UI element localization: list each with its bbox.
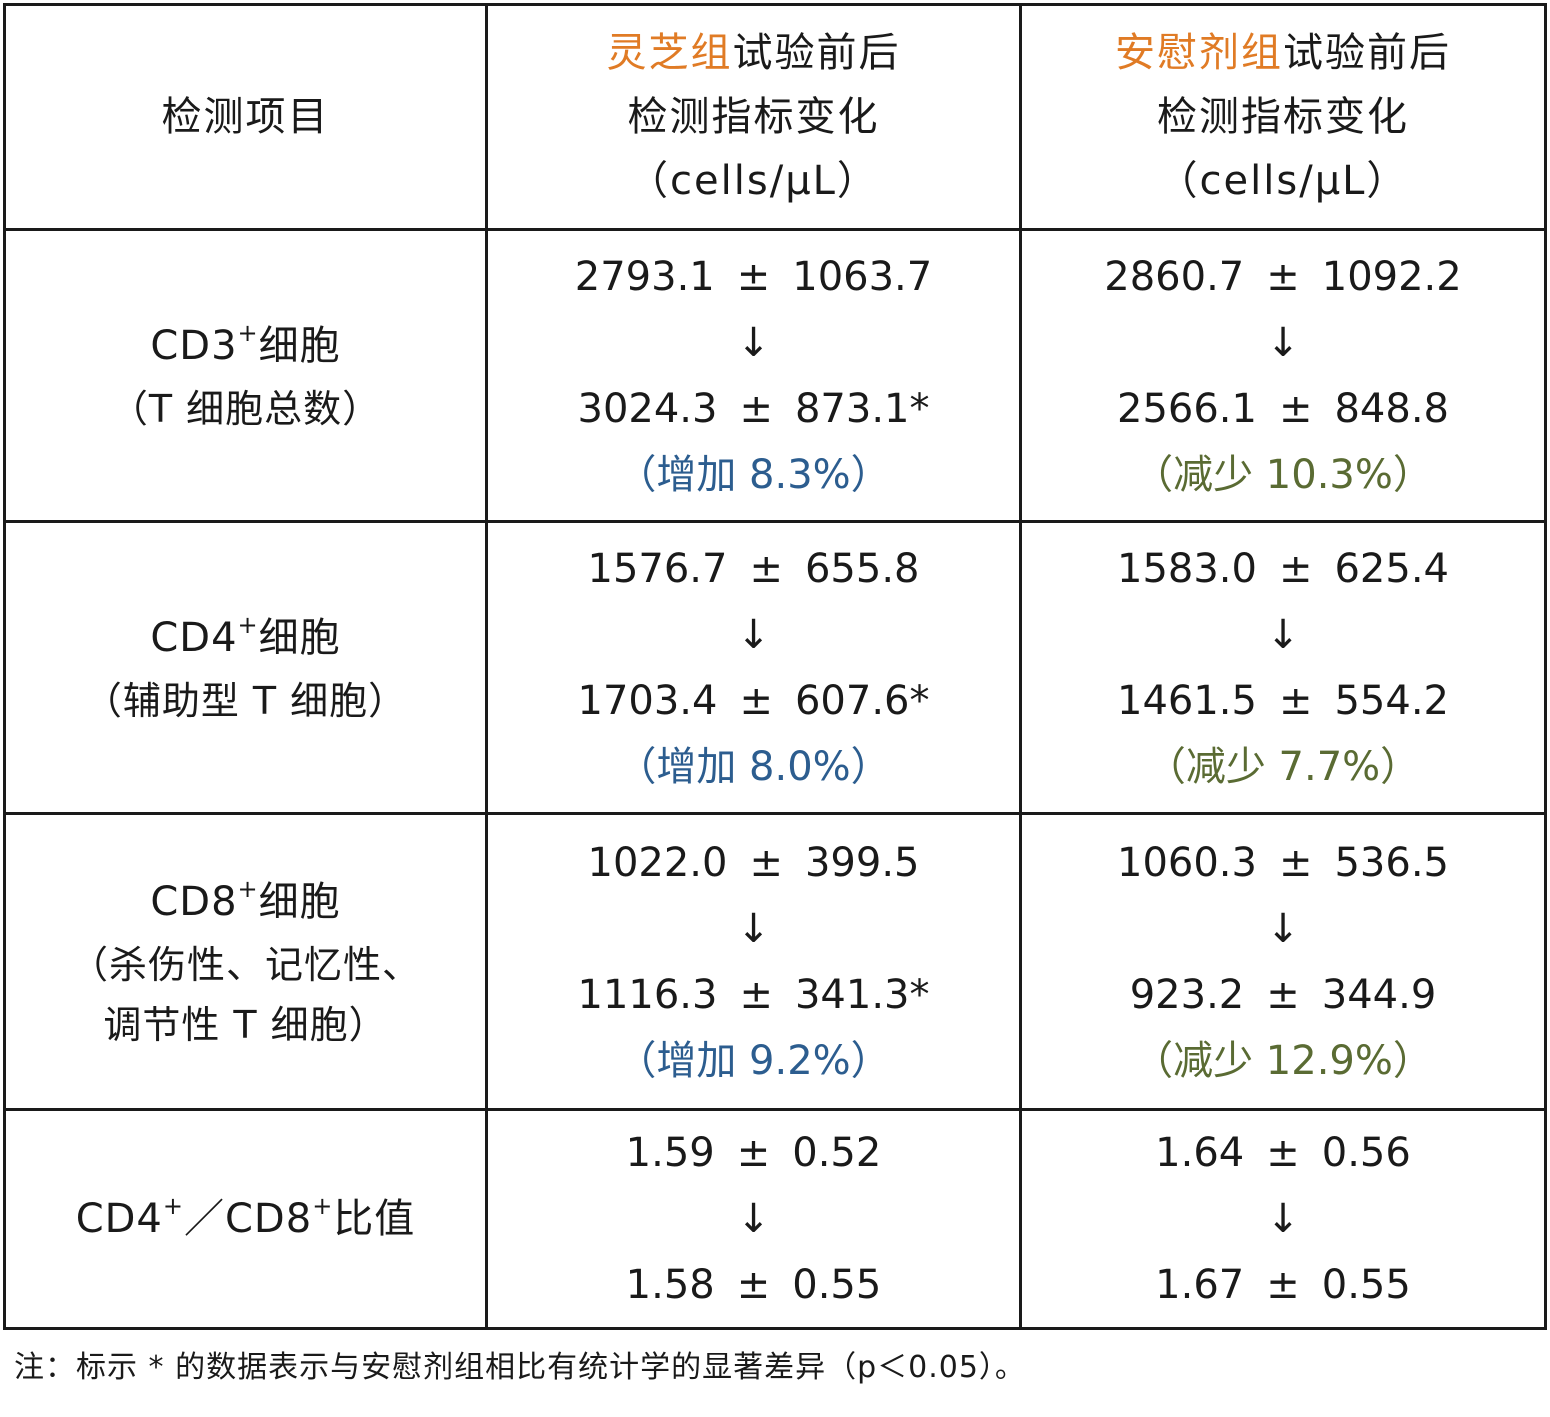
- after-value: 1703.4 ±607.6*: [577, 677, 930, 724]
- after-value: 1.58 ±0.55: [625, 1262, 882, 1308]
- header-group1-name: 灵芝组: [606, 30, 733, 76]
- item-subtitle: （杀伤性、记忆性、: [69, 942, 421, 987]
- after-value: 1.67 ±0.55: [1155, 1262, 1411, 1308]
- change-label: （减少 12.9%）: [1133, 1037, 1433, 1084]
- group1-values: 1576.7 ±655.8 ↓ 1703.4 ±607.6* （增加 8.0%）: [488, 523, 1022, 812]
- before-value: 1583.0 ±625.4: [1117, 545, 1449, 592]
- change-label: （减少 10.3%）: [1133, 451, 1433, 498]
- item-name: CD4+／CD8+比值: [75, 1192, 416, 1242]
- table-row-ratio: CD4+／CD8+比值 1.59 ±0.52 ↓ 1.58 ±0.55 1.64 ±0…: [6, 1111, 1544, 1327]
- item-cell: CD3+细胞 （T 细胞总数）: [6, 231, 488, 520]
- item-subtitle: （辅助型 T 细胞）: [83, 678, 408, 723]
- item-cell: CD4+／CD8+比值: [6, 1111, 488, 1327]
- comparison-table: 检测项目 灵芝组试验前后 检测指标变化 （cells/μL） 安慰剂组试验前后 …: [3, 3, 1547, 1330]
- after-value: 2566.1 ±848.8: [1117, 385, 1449, 432]
- group1-values: 2793.1 ±1063.7 ↓ 3024.3 ±873.1* （增加 8.3%）: [488, 231, 1022, 520]
- change-label: （增加 9.2%）: [616, 1037, 891, 1084]
- item-name: CD3+细胞: [150, 318, 341, 369]
- footnote: 注：标示 * 的数据表示与安慰剂组相比有统计学的显著差异（p＜0.05）。: [14, 1350, 1026, 1385]
- group2-values: 1.64 ±0.56 ↓ 1.67 ±0.55: [1022, 1111, 1544, 1327]
- after-value: 1116.3 ±341.3*: [577, 971, 930, 1018]
- down-arrow-icon: ↓: [1266, 319, 1300, 366]
- before-value: 2860.7 ±1092.2: [1104, 253, 1462, 300]
- group2-values: 1060.3 ±536.5 ↓ 923.2 ±344.9 （减少 12.9%）: [1022, 815, 1544, 1108]
- table-row-cd3: CD3+细胞 （T 细胞总数） 2793.1 ±1063.7 ↓ 3024.3 ±8…: [6, 231, 1544, 523]
- change-label: （增加 8.3%）: [616, 451, 891, 498]
- header-item-cell: 检测项目: [6, 6, 488, 228]
- change-label: （减少 7.7%）: [1145, 743, 1421, 790]
- table-row-cd8: CD8+细胞 （杀伤性、记忆性、 调节性 T 细胞） 1022.0 ±399.5 …: [6, 815, 1544, 1111]
- header-group2-name: 安慰剂组: [1115, 30, 1283, 76]
- down-arrow-icon: ↓: [736, 905, 771, 952]
- after-value: 1461.5 ±554.2: [1117, 677, 1449, 724]
- header-group2-cell: 安慰剂组试验前后 检测指标变化 （cells/μL）: [1022, 6, 1544, 228]
- down-arrow-icon: ↓: [1266, 611, 1300, 658]
- down-arrow-icon: ↓: [1266, 905, 1300, 952]
- item-cell: CD4+细胞 （辅助型 T 细胞）: [6, 523, 488, 812]
- down-arrow-icon: ↓: [736, 319, 771, 366]
- change-label: （增加 8.0%）: [616, 743, 891, 790]
- after-value: 923.2 ±344.9: [1129, 971, 1437, 1018]
- group2-values: 2860.7 ±1092.2 ↓ 2566.1 ±848.8 （减少 10.3%）: [1022, 231, 1544, 520]
- down-arrow-icon: ↓: [736, 611, 771, 658]
- after-value: 3024.3 ±873.1*: [577, 385, 930, 432]
- header-group1-suffix: 试验前后: [732, 30, 901, 76]
- before-value: 1576.7 ±655.8: [587, 545, 920, 592]
- header-group1-line2: 检测指标变化: [627, 94, 880, 140]
- group1-values: 1.59 ±0.52 ↓ 1.58 ±0.55: [488, 1111, 1022, 1327]
- item-name: CD8+细胞: [150, 874, 341, 925]
- header-group2-line2: 检测指标变化: [1157, 94, 1409, 140]
- header-group1-unit: （cells/μL）: [628, 158, 879, 204]
- before-value: 2793.1 ±1063.7: [574, 253, 933, 300]
- item-name: CD4+细胞: [150, 610, 341, 661]
- header-group2-suffix: 试验前后: [1283, 30, 1451, 76]
- table-row-cd4: CD4+细胞 （辅助型 T 细胞） 1576.7 ±655.8 ↓ 1703.4 ±…: [6, 523, 1544, 815]
- item-subtitle: 调节性 T 细胞）: [103, 1002, 388, 1047]
- down-arrow-icon: ↓: [736, 1196, 771, 1242]
- before-value: 1060.3 ±536.5: [1117, 839, 1449, 886]
- header-group1-cell: 灵芝组试验前后 检测指标变化 （cells/μL）: [488, 6, 1022, 228]
- item-subtitle: （T 细胞总数）: [109, 386, 382, 431]
- before-value: 1.64 ±0.56: [1155, 1130, 1411, 1176]
- header-row: 检测项目 灵芝组试验前后 检测指标变化 （cells/μL） 安慰剂组试验前后 …: [6, 6, 1544, 231]
- group1-values: 1022.0 ±399.5 ↓ 1116.3 ±341.3* （增加 9.2%）: [488, 815, 1022, 1108]
- header-group2-unit: （cells/μL）: [1157, 158, 1409, 204]
- down-arrow-icon: ↓: [1266, 1196, 1300, 1242]
- item-cell: CD8+细胞 （杀伤性、记忆性、 调节性 T 细胞）: [6, 815, 488, 1108]
- group2-values: 1583.0 ±625.4 ↓ 1461.5 ±554.2 （减少 7.7%）: [1022, 523, 1544, 812]
- before-value: 1022.0 ±399.5: [587, 839, 920, 886]
- before-value: 1.59 ±0.52: [625, 1130, 882, 1176]
- header-item-label: 检测项目: [161, 94, 330, 140]
